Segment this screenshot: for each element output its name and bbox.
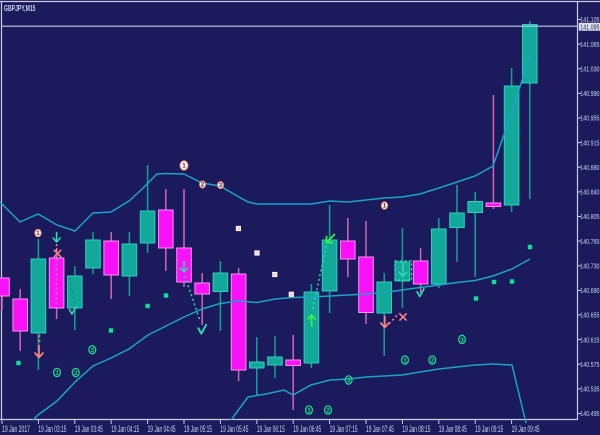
svg-text:19 Jan 07:45: 19 Jan 07:45 <box>366 424 394 434</box>
svg-text:2: 2 <box>74 370 78 377</box>
svg-text:140.690: 140.690 <box>580 286 599 295</box>
svg-text:140.955: 140.955 <box>580 114 599 123</box>
svg-text:1: 1 <box>403 357 407 364</box>
svg-text:2: 2 <box>326 407 330 414</box>
svg-text:140.990: 140.990 <box>580 89 599 98</box>
svg-text:19 Jan 05:45: 19 Jan 05:45 <box>220 424 248 434</box>
svg-text:140.535: 140.535 <box>580 385 599 394</box>
svg-text:19 Jan 04:45: 19 Jan 04:45 <box>148 424 176 434</box>
svg-text:19 Jan 06:45: 19 Jan 06:45 <box>293 424 321 434</box>
svg-text:3: 3 <box>347 377 351 384</box>
svg-text:3: 3 <box>219 182 223 189</box>
svg-text:3: 3 <box>460 337 464 344</box>
svg-text:141.065: 141.065 <box>580 40 599 49</box>
svg-text:19 Jan 08:15: 19 Jan 08:15 <box>402 424 430 434</box>
svg-text:19 Jan 03:15: 19 Jan 03:15 <box>38 424 66 434</box>
svg-text:19 Jan 08:45: 19 Jan 08:45 <box>439 424 467 434</box>
svg-text:19 Jan 09:15: 19 Jan 09:15 <box>475 424 503 434</box>
svg-text:141.095: 141.095 <box>580 22 599 31</box>
svg-text:140.765: 140.765 <box>580 237 599 246</box>
svg-text:140.615: 140.615 <box>580 335 599 344</box>
svg-text:140.840: 140.840 <box>580 188 599 197</box>
svg-text:140.805: 140.805 <box>580 212 599 221</box>
svg-text:1: 1 <box>55 370 59 377</box>
svg-text:1: 1 <box>383 203 387 210</box>
svg-text:140.575: 140.575 <box>580 360 599 369</box>
svg-text:19 Jan 03:45: 19 Jan 03:45 <box>75 424 103 434</box>
svg-text:140.495: 140.495 <box>580 409 599 418</box>
svg-text:141.105: 141.105 <box>580 15 599 24</box>
svg-text:140.655: 140.655 <box>580 311 599 320</box>
svg-text:2: 2 <box>201 182 205 189</box>
svg-text:1: 1 <box>36 230 40 237</box>
svg-text:19 Jan 04:15: 19 Jan 04:15 <box>111 424 139 434</box>
svg-text:2: 2 <box>430 357 434 364</box>
svg-text:19 Jan 06:15: 19 Jan 06:15 <box>257 424 285 434</box>
svg-text:19 Jan 2017: 19 Jan 2017 <box>2 424 30 434</box>
svg-text:141.030: 141.030 <box>580 65 599 74</box>
svg-text:1: 1 <box>182 163 186 170</box>
svg-text:140.880: 140.880 <box>580 163 599 172</box>
svg-text:1: 1 <box>307 407 311 414</box>
svg-text:140.915: 140.915 <box>580 138 599 147</box>
svg-text:3: 3 <box>90 347 94 354</box>
svg-text:19 Jan 05:15: 19 Jan 05:15 <box>184 424 212 434</box>
svg-text:140.730: 140.730 <box>580 261 599 270</box>
svg-text:19 Jan 07:15: 19 Jan 07:15 <box>330 424 358 434</box>
svg-text:19 Jan 09:45: 19 Jan 09:45 <box>512 424 540 434</box>
svg-text:GBPJPY,M15: GBPJPY,M15 <box>4 4 36 13</box>
